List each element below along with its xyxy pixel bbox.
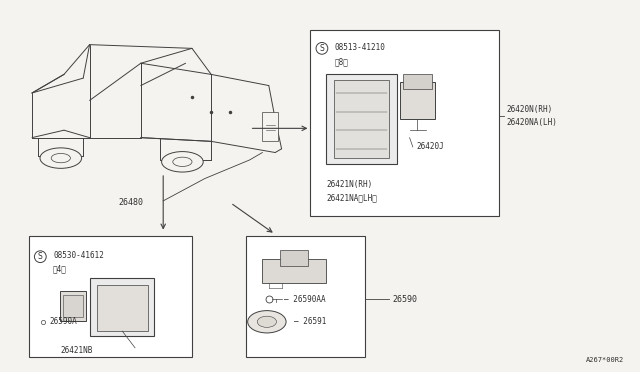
Text: 08513-41210: 08513-41210 [335,43,385,52]
Text: 26421NB: 26421NB [61,346,93,355]
Ellipse shape [161,152,204,172]
Text: A267*00R2: A267*00R2 [586,357,624,363]
Text: （4）: （4） [53,264,67,273]
Bar [262,112,278,141]
Ellipse shape [40,148,82,168]
Text: — 26590AA: — 26590AA [284,295,325,304]
Text: 26590: 26590 [392,295,417,304]
Bar [326,74,397,164]
Text: 26590A: 26590A [50,317,77,326]
Text: S: S [319,44,324,53]
Bar [310,30,499,216]
Bar [403,74,432,89]
Bar [29,236,192,357]
Text: 08530-41612: 08530-41612 [53,251,104,260]
Text: 26420N(RH): 26420N(RH) [507,105,553,114]
Bar [90,278,154,336]
Circle shape [257,316,276,327]
Bar [97,285,148,331]
Bar [60,291,86,321]
Ellipse shape [51,154,70,163]
Ellipse shape [173,157,192,167]
Bar [334,80,389,158]
Text: 26421N(RH): 26421N(RH) [326,180,372,189]
Text: 〈8〉: 〈8〉 [335,57,349,66]
Circle shape [248,311,286,333]
Text: S: S [38,252,43,261]
Bar [400,82,435,119]
Text: 26480: 26480 [118,198,143,207]
Text: — 26591: — 26591 [294,317,327,326]
Text: 26420J: 26420J [416,142,444,151]
Bar [280,250,308,266]
Bar [63,295,83,317]
Text: 26420NA(LH): 26420NA(LH) [507,118,557,126]
Bar [246,236,365,357]
Text: 26421NA（LH）: 26421NA（LH） [326,193,377,202]
Bar [262,259,326,283]
